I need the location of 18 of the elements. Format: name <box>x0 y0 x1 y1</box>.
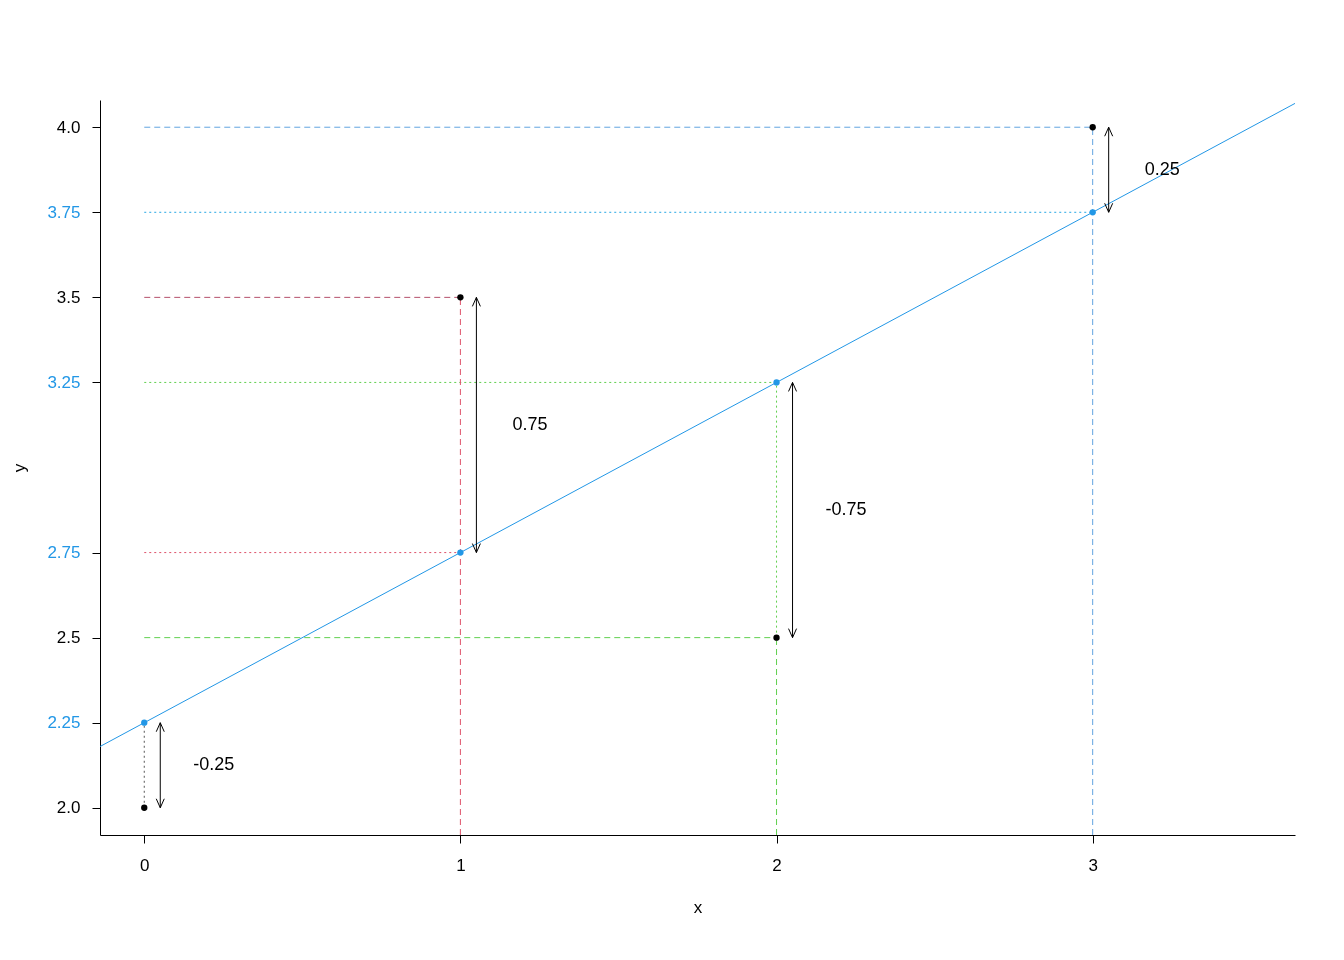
y-tick-label: 4.0 <box>56 117 81 137</box>
x-tick-label: 1 <box>456 855 466 875</box>
y-tick-label: 3.25 <box>47 372 81 392</box>
annotation: 0.75 <box>512 413 548 434</box>
annotation: -0.25 <box>193 754 235 775</box>
y-tick-label: 2.0 <box>56 798 81 818</box>
y-tick-label: 3.5 <box>56 287 81 307</box>
y-tick-label: 3.75 <box>47 202 81 222</box>
y-tick-label: 2.25 <box>47 713 81 733</box>
y-tick-label: 2.5 <box>56 628 81 648</box>
x-tick-label: 2 <box>772 855 782 875</box>
x-axis-title: x <box>693 897 703 917</box>
annotation: 0.25 <box>1144 158 1180 179</box>
x-tick-label: 3 <box>1088 855 1098 875</box>
y-axis-title: y <box>10 463 30 473</box>
annotation: -0.75 <box>825 499 867 520</box>
y-tick-label: 2.75 <box>47 543 81 563</box>
x-tick-label: 0 <box>140 855 150 875</box>
